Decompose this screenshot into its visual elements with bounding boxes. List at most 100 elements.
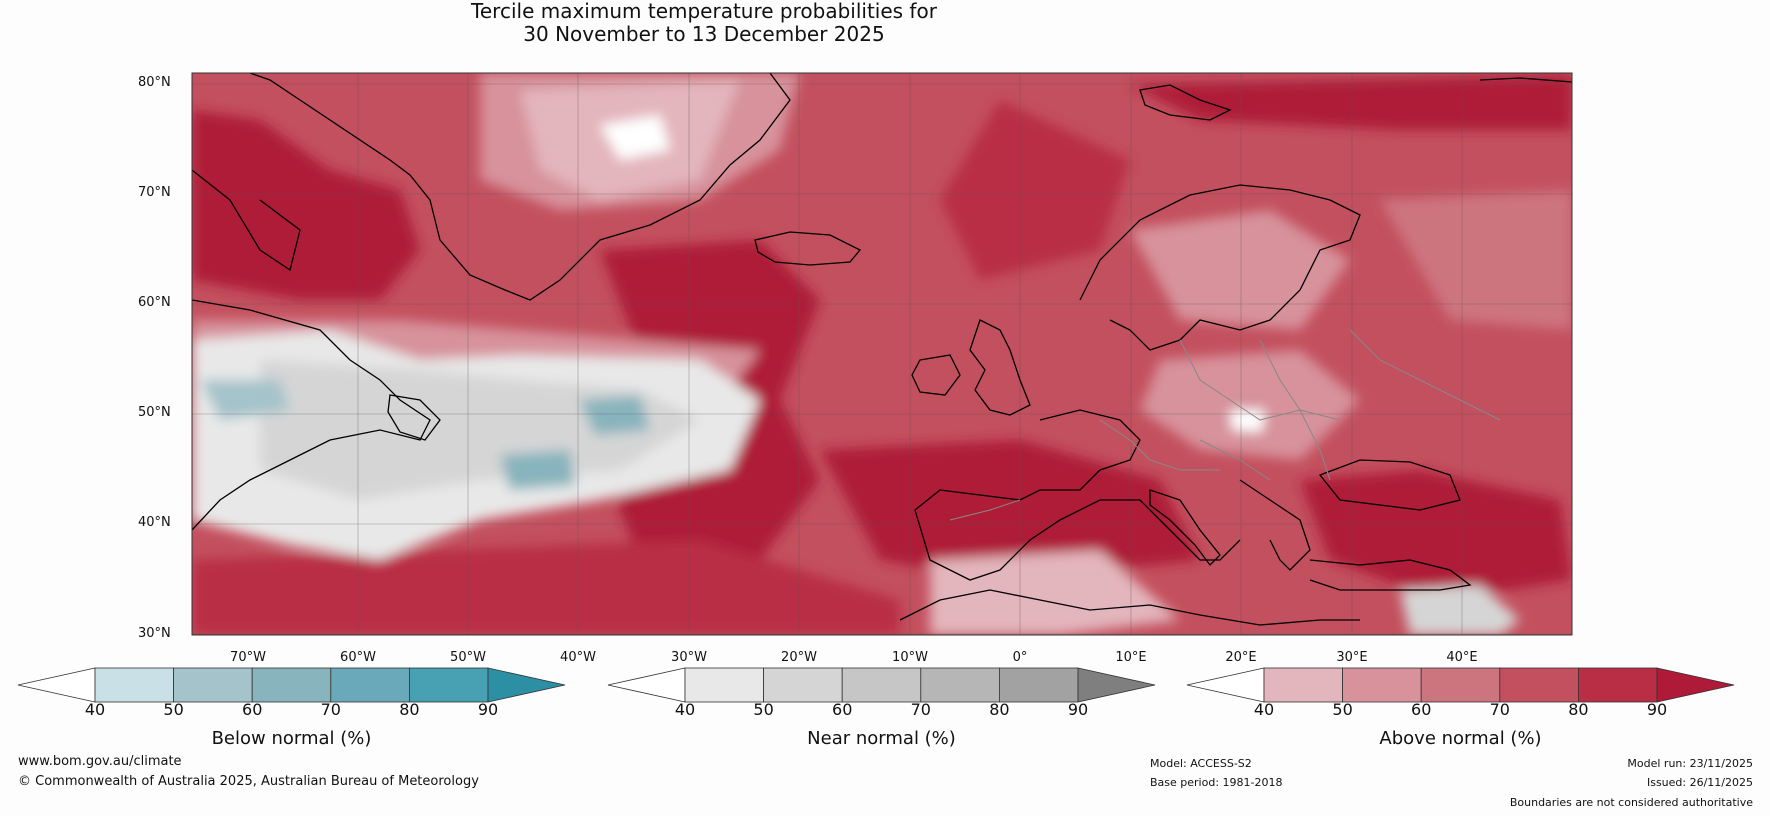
colorbar-near-low-arrow	[607, 667, 686, 703]
lon-label-40w: 40°W	[560, 650, 596, 665]
model-run-date: Model run: 23/11/2025	[1627, 757, 1753, 770]
lon-label-30e: 30°E	[1336, 650, 1368, 665]
colorbar-above-segment-60	[1420, 667, 1501, 703]
colorbar-below-segment-70	[330, 667, 410, 703]
lon-label-50w: 50°W	[450, 650, 486, 665]
colorbar-above-segment-80	[1578, 667, 1658, 703]
labrador-below-normal	[200, 380, 290, 420]
subtropic-high-region	[192, 540, 900, 635]
atlantic-below-normal-1	[580, 395, 650, 435]
colorbar-below-tick-90: 90	[477, 700, 499, 719]
lon-label-40e: 40°E	[1446, 650, 1478, 665]
issued-date: Issued: 26/11/2025	[1646, 776, 1753, 789]
colorbar-near-tick-70: 70	[910, 700, 931, 719]
central-europe-region	[1140, 350, 1360, 460]
colorbar-above-segment-50	[1342, 667, 1422, 703]
greenland-high-region	[192, 110, 420, 300]
white-patch-europe	[1230, 410, 1265, 432]
newfoundland-coast	[387, 394, 441, 441]
lat-label-70n: 70°N	[138, 185, 171, 200]
colorbar-above-tick-90: 90	[1646, 700, 1668, 719]
lat-label-50n: 50°N	[138, 405, 171, 420]
north-africa-region	[930, 550, 1180, 635]
lat-label-80n: 80°N	[138, 75, 171, 90]
lat-label-30n: 30°N	[138, 626, 171, 641]
colorbar-below-segment-80	[408, 667, 489, 703]
colorbar-below-title: Below normal (%)	[211, 728, 372, 749]
lat-label-40n: 40°N	[138, 515, 171, 530]
scandinavia-coast	[1079, 184, 1361, 351]
labrador-coast	[192, 299, 431, 531]
colorbar-near-title: Near normal (%)	[807, 728, 956, 749]
africa-coast	[899, 589, 1360, 626]
colorbar-below-tick-40: 40	[84, 700, 106, 719]
colorbar-below-segment-50	[173, 667, 253, 703]
lon-label-0: 0°	[1012, 650, 1028, 665]
arabia-near-normal	[1400, 585, 1520, 635]
colorbar-above-tick-50: 50	[1332, 700, 1353, 719]
colorbar-below-tick-60: 60	[242, 700, 263, 719]
colorbar-above-tick-60: 60	[1411, 700, 1432, 719]
colorbar-below-tick-80: 80	[399, 700, 420, 719]
colorbar-above-tick-80: 80	[1568, 700, 1589, 719]
iberia-high-region	[820, 440, 1200, 580]
colorbar-above-title: Above normal (%)	[1379, 728, 1542, 749]
lon-label-60w: 60°W	[340, 650, 376, 665]
turkey-coast	[1309, 559, 1472, 591]
italy-coast	[1149, 489, 1221, 566]
country-borders	[949, 329, 1501, 521]
colorbar-near-tick-90: 90	[1067, 700, 1089, 719]
black-sea-coast	[1318, 459, 1461, 511]
novaya-zemlya-coast	[1479, 77, 1572, 83]
colorbar-below-tick-50: 50	[163, 700, 184, 719]
colorbar-near-tick-60: 60	[832, 700, 853, 719]
lon-label-20w: 20°W	[781, 650, 817, 665]
copyright-text: © Commonwealth of Australia 2025, Austra…	[18, 774, 479, 789]
iceland-coast	[754, 231, 862, 266]
british-isles-coast	[969, 319, 1031, 416]
colorbar-near-tick-50: 50	[753, 700, 774, 719]
atlantic-below-normal-2	[500, 450, 575, 490]
colorbar-near	[607, 667, 1156, 703]
lon-label-30w: 30°W	[671, 650, 707, 665]
lon-label-10e: 10°E	[1115, 650, 1147, 665]
lon-label-10w: 10°W	[892, 650, 928, 665]
title-line-2: 30 November to 13 December 2025	[523, 22, 885, 46]
colorbar-above-tick-40: 40	[1253, 700, 1275, 719]
colorbar-above-low-arrow	[1186, 667, 1265, 703]
boundaries-disclaimer: Boundaries are not considered authoritat…	[1509, 796, 1753, 809]
colorbar-above-segment-40	[1263, 667, 1343, 703]
colorbar-near-tick-80: 80	[989, 700, 1010, 719]
colorbar-near-segment-70	[920, 667, 1000, 703]
base-period: Base period: 1981-2018	[1150, 776, 1283, 789]
lon-label-70w: 70°W	[230, 650, 266, 665]
svalbard-coast	[1139, 84, 1232, 121]
arctic-high-region	[1130, 75, 1572, 130]
model-name: Model: ACCESS-S2	[1150, 757, 1252, 770]
lat-label-60n: 60°N	[138, 295, 171, 310]
website-link[interactable]: www.bom.gov.au/climate	[18, 754, 182, 769]
colorbar-near-segment-50	[763, 667, 843, 703]
coastlines	[192, 73, 1572, 626]
colorbar-below-high-arrow	[487, 667, 566, 703]
turkey-high-region	[1300, 470, 1572, 600]
greenland-coast	[249, 73, 791, 301]
norwegian-sea-region	[940, 100, 1130, 280]
balkans-coast	[1239, 479, 1311, 571]
map-area	[192, 73, 1572, 635]
colorbar-below-segment-60	[251, 667, 332, 703]
colorbar-near-segment-40	[684, 667, 764, 703]
colorbar-above-segment-70	[1499, 667, 1579, 703]
colorbar-near-high-arrow	[1077, 667, 1156, 703]
legend-colorbars	[17, 667, 1735, 703]
title-line-1: Tercile maximum temperature probabilitie…	[471, 0, 937, 23]
colorbar-above-tick-70: 70	[1489, 700, 1510, 719]
map-frame	[191, 72, 1573, 636]
colorbar-below	[17, 667, 566, 703]
lon-label-20e: 20°E	[1225, 650, 1257, 665]
colorbar-below-segment-40	[94, 667, 174, 703]
colorbar-below-low-arrow	[17, 667, 96, 703]
colorbar-above-high-arrow	[1656, 667, 1735, 703]
white-patch-ice	[600, 115, 670, 160]
